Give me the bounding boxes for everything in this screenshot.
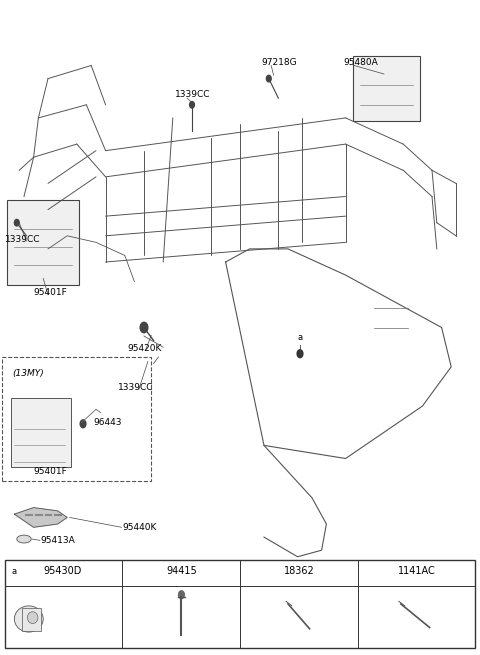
Circle shape	[140, 322, 148, 333]
Text: 18362: 18362	[284, 566, 314, 576]
Circle shape	[14, 219, 19, 226]
Text: (13MY): (13MY)	[12, 369, 44, 378]
Text: 1339CC: 1339CC	[118, 383, 153, 392]
Text: 95440K: 95440K	[122, 523, 157, 532]
Circle shape	[80, 420, 86, 428]
Circle shape	[190, 102, 194, 108]
Text: 95480A: 95480A	[343, 58, 378, 67]
Circle shape	[266, 75, 271, 82]
FancyBboxPatch shape	[22, 608, 41, 631]
Polygon shape	[14, 508, 67, 527]
Ellipse shape	[27, 612, 38, 624]
Text: 1339CC: 1339CC	[5, 234, 40, 244]
Ellipse shape	[17, 535, 31, 543]
Text: 95413A: 95413A	[41, 536, 75, 545]
Text: 95401F: 95401F	[34, 467, 67, 476]
FancyBboxPatch shape	[2, 357, 151, 481]
Text: 1339CC: 1339CC	[175, 90, 211, 100]
FancyBboxPatch shape	[353, 56, 420, 121]
Text: 94415: 94415	[166, 566, 197, 576]
Ellipse shape	[14, 606, 43, 632]
Text: 1141AC: 1141AC	[398, 566, 435, 576]
FancyBboxPatch shape	[11, 398, 71, 467]
Text: 97218G: 97218G	[262, 58, 297, 67]
Text: 95401F: 95401F	[34, 288, 67, 297]
Circle shape	[179, 591, 184, 599]
Circle shape	[297, 350, 303, 358]
Text: 95430D: 95430D	[43, 566, 82, 576]
FancyBboxPatch shape	[5, 560, 475, 648]
Text: 95420K: 95420K	[127, 344, 162, 353]
FancyBboxPatch shape	[7, 200, 79, 285]
Text: a: a	[12, 567, 17, 576]
Text: 96443: 96443	[94, 418, 122, 427]
Text: a: a	[298, 333, 302, 342]
